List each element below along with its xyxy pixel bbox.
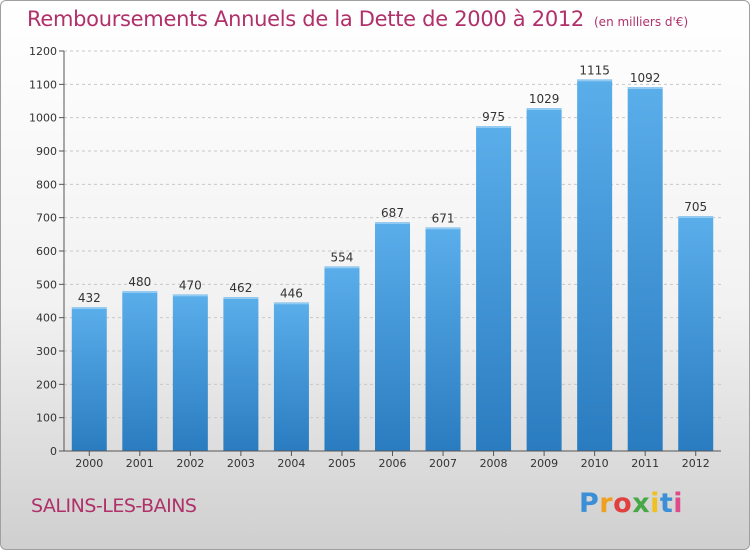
data-label: 671 [432,211,455,225]
data-label: 462 [229,281,252,295]
data-label: 470 [179,278,202,292]
bar-highlight [273,302,309,305]
y-tick-label: 1000 [29,112,57,125]
bar-2012 [678,216,714,451]
x-tick-label: 2003 [227,457,255,470]
chart-title-text: Remboursements Annuels de la Dette de 20… [27,7,584,31]
x-tick-label: 2000 [75,457,103,470]
bar-2008 [476,126,512,451]
bar-2011 [627,87,663,451]
y-tick-label: 900 [36,145,57,158]
data-label: 1115 [579,63,610,77]
data-label: 480 [128,275,151,289]
bar-highlight [425,227,461,230]
y-tick-label: 800 [36,178,57,191]
bar-highlight [476,126,512,128]
bar-highlight [526,108,562,110]
x-tick-label: 2011 [631,457,659,470]
y-tick-label: 700 [36,212,57,225]
bar-highlight [223,297,259,299]
y-tick-label: 600 [36,245,57,258]
bar-2009 [526,108,562,451]
y-tick-label: 0 [50,445,57,458]
bar-2004 [273,302,309,451]
data-label: 1029 [529,92,560,106]
x-tick-label: 2006 [379,457,407,470]
bars [71,79,714,451]
bar-2003 [223,297,259,451]
axes [59,50,721,456]
data-label: 432 [78,291,101,305]
bar-highlight [678,216,714,218]
y-tick-label: 1200 [29,45,57,58]
bar-highlight [375,222,410,224]
x-tick-label: 2007 [429,457,457,470]
bar-2000 [71,307,107,451]
bar-2005 [324,266,360,451]
x-tick-label: 2001 [126,457,154,470]
y-tick-label: 100 [36,412,57,425]
data-label: 554 [331,250,354,264]
y-tick-label: 1100 [29,78,57,91]
bar-highlight [577,79,613,82]
bar-2007 [425,227,461,451]
bar-2006 [375,222,410,451]
x-tick-label: 2009 [530,457,558,470]
y-tick-label: 300 [36,345,57,358]
city-name: SALINS-LES-BAINS [31,495,197,517]
labels: 0 100 200 300 400 500 600 700 800 900 1000 1100 1200… [29,45,710,470]
data-label: 1092 [630,71,661,85]
bar-highlight [71,307,107,309]
chart-unit: (en milliers d'€) [594,15,689,29]
x-tick-label: 2004 [277,457,305,470]
proxiti-logo: Proxiti [579,488,684,519]
x-tick-label: 2002 [176,457,204,470]
data-label: 975 [482,110,505,124]
x-tick-label: 2010 [581,457,609,470]
chart-title: Remboursements Annuels de la Dette de 20… [27,7,688,31]
x-tick-label: 2008 [480,457,508,470]
data-label: 705 [684,200,707,214]
bar-highlight [122,291,158,293]
x-tick-label: 2012 [682,457,710,470]
y-tick-label: 200 [36,378,57,391]
bar-2010 [577,79,613,451]
data-label: 687 [381,206,404,220]
data-label: 446 [280,286,303,300]
y-tick-label: 500 [36,278,57,291]
bar-highlight [324,266,360,269]
bar-2002 [172,294,208,451]
bar-highlight [627,87,663,89]
bar-highlight [172,294,208,297]
y-tick-label: 400 [36,312,57,325]
x-tick-label: 2005 [328,457,356,470]
bar-2001 [122,291,158,451]
